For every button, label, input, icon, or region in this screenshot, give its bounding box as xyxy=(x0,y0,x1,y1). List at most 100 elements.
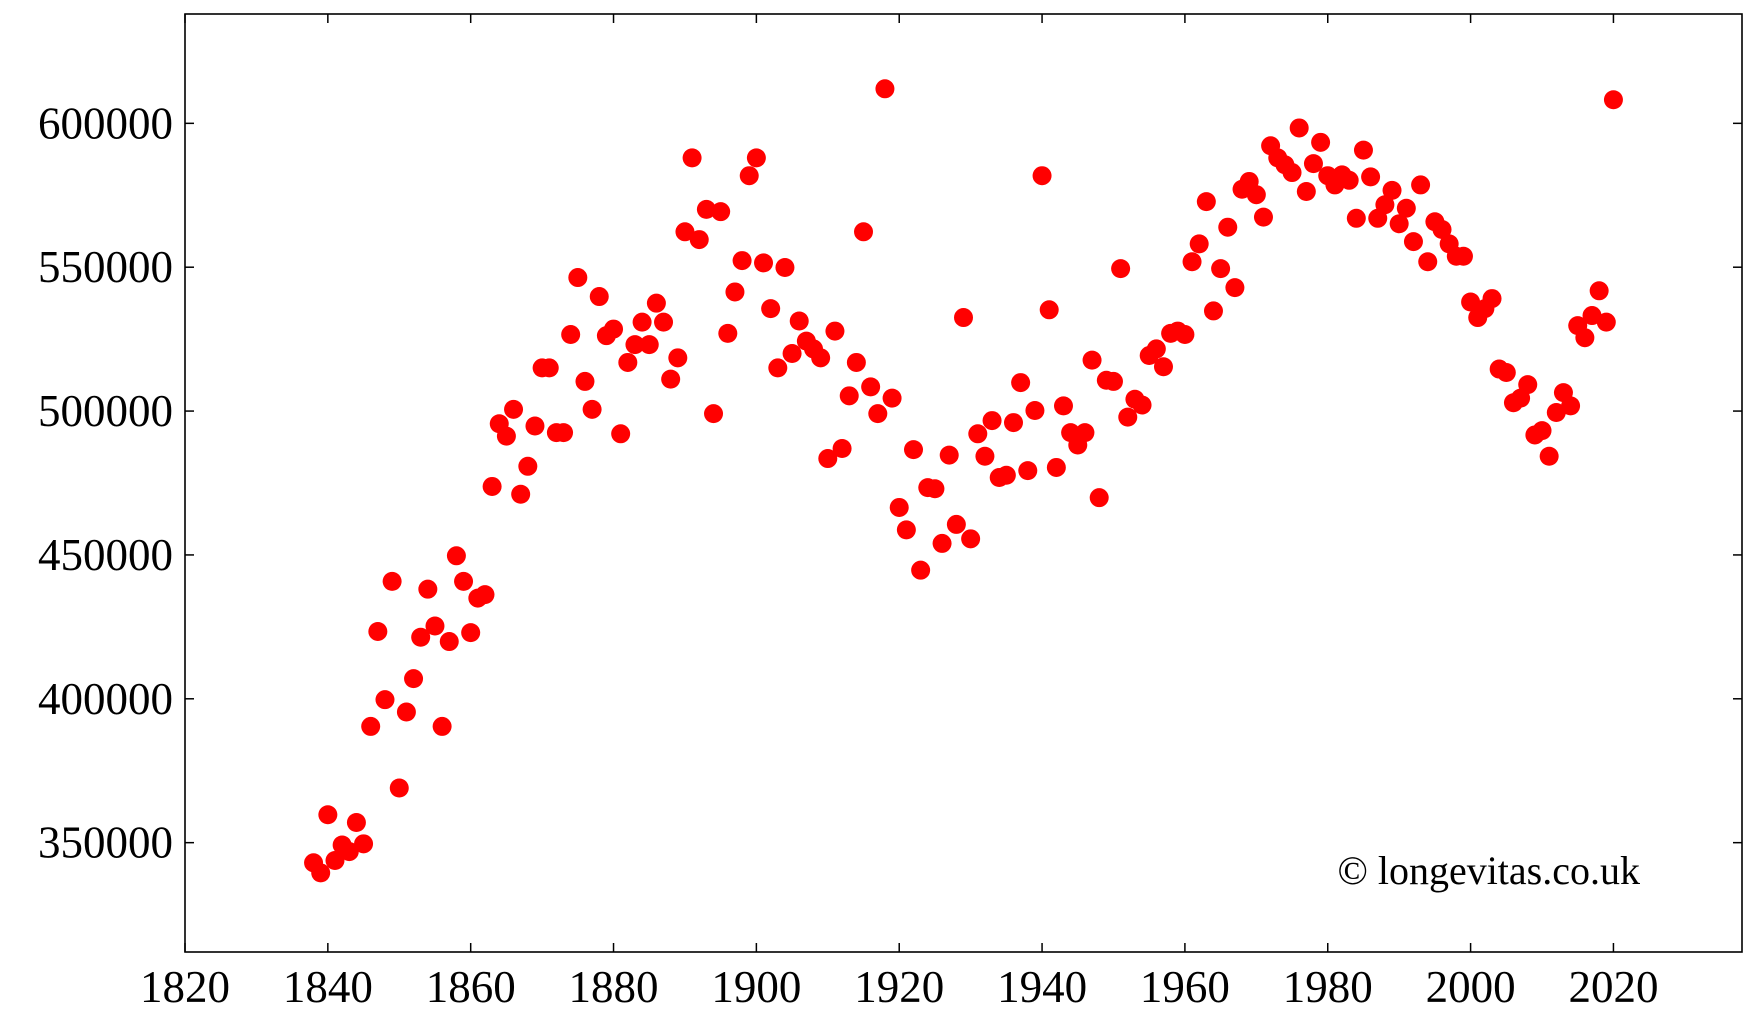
point xyxy=(1103,371,1123,391)
x-tick-label: 1940 xyxy=(997,962,1087,1012)
point xyxy=(839,386,859,406)
point xyxy=(1018,461,1038,481)
point xyxy=(461,623,481,643)
point xyxy=(411,627,431,647)
point xyxy=(1046,457,1066,477)
point xyxy=(554,423,574,443)
point xyxy=(811,348,831,368)
point xyxy=(1411,175,1431,195)
point xyxy=(954,308,973,328)
x-tick-label: 1960 xyxy=(1140,962,1230,1012)
point xyxy=(361,716,381,736)
point xyxy=(496,426,516,446)
point xyxy=(661,369,681,389)
y-tick-label: 400000 xyxy=(38,674,173,724)
point xyxy=(1353,140,1373,160)
point xyxy=(882,388,902,408)
point xyxy=(339,842,359,862)
point xyxy=(525,416,545,436)
point xyxy=(1025,400,1045,420)
point xyxy=(1153,357,1173,377)
y-tick-label: 550000 xyxy=(38,242,173,292)
point xyxy=(668,348,688,368)
point xyxy=(889,497,909,517)
point xyxy=(654,312,674,332)
point xyxy=(1561,396,1581,416)
point xyxy=(718,323,738,343)
point xyxy=(439,632,459,652)
point xyxy=(1189,234,1209,254)
point xyxy=(368,621,388,641)
point xyxy=(611,424,631,444)
point xyxy=(1339,170,1359,190)
point xyxy=(775,257,795,277)
point xyxy=(696,199,716,219)
point xyxy=(1146,339,1166,359)
point xyxy=(1303,154,1323,174)
point xyxy=(589,287,609,307)
point xyxy=(689,230,709,250)
point xyxy=(539,358,559,378)
point xyxy=(454,571,474,591)
point xyxy=(1461,292,1481,312)
point xyxy=(446,546,466,566)
point xyxy=(732,251,752,271)
point xyxy=(1375,195,1395,215)
point xyxy=(875,79,895,99)
point xyxy=(932,533,952,553)
point xyxy=(475,585,495,605)
point xyxy=(1246,185,1266,205)
y-tick-label: 350000 xyxy=(38,818,173,868)
point xyxy=(675,222,695,242)
point xyxy=(846,352,866,372)
point xyxy=(646,293,666,313)
point xyxy=(1539,446,1559,466)
point xyxy=(518,456,538,476)
point xyxy=(832,438,852,458)
point xyxy=(1603,90,1623,110)
point xyxy=(404,669,424,689)
point xyxy=(1175,325,1195,345)
x-tick-label: 1860 xyxy=(426,962,516,1012)
point xyxy=(418,579,438,599)
point xyxy=(389,778,409,798)
point xyxy=(1196,192,1216,212)
x-tick-label: 1980 xyxy=(1283,962,1373,1012)
point xyxy=(1361,167,1381,187)
point xyxy=(1211,259,1231,279)
point xyxy=(1089,488,1109,508)
point xyxy=(1453,246,1473,266)
point xyxy=(1075,423,1095,443)
y-tick-label: 450000 xyxy=(38,530,173,580)
point xyxy=(1296,182,1316,202)
point xyxy=(711,202,731,222)
point xyxy=(904,440,924,460)
point xyxy=(896,520,916,540)
point xyxy=(1282,163,1302,183)
point xyxy=(311,863,331,883)
point xyxy=(868,404,888,424)
plot-frame xyxy=(184,13,1743,953)
point xyxy=(625,335,645,355)
point xyxy=(1482,289,1502,309)
point xyxy=(639,335,659,355)
point xyxy=(782,344,802,364)
point xyxy=(511,484,531,504)
point xyxy=(1132,395,1152,415)
point xyxy=(1532,421,1552,441)
point xyxy=(1496,363,1516,383)
point xyxy=(861,377,881,397)
point xyxy=(1396,198,1416,218)
point xyxy=(1582,306,1602,326)
point xyxy=(1596,312,1616,332)
point xyxy=(704,404,724,424)
point xyxy=(375,690,395,710)
point xyxy=(746,148,766,168)
point xyxy=(504,399,524,419)
point xyxy=(1053,396,1073,416)
point xyxy=(1418,252,1438,272)
point xyxy=(754,253,774,273)
point xyxy=(725,282,745,302)
